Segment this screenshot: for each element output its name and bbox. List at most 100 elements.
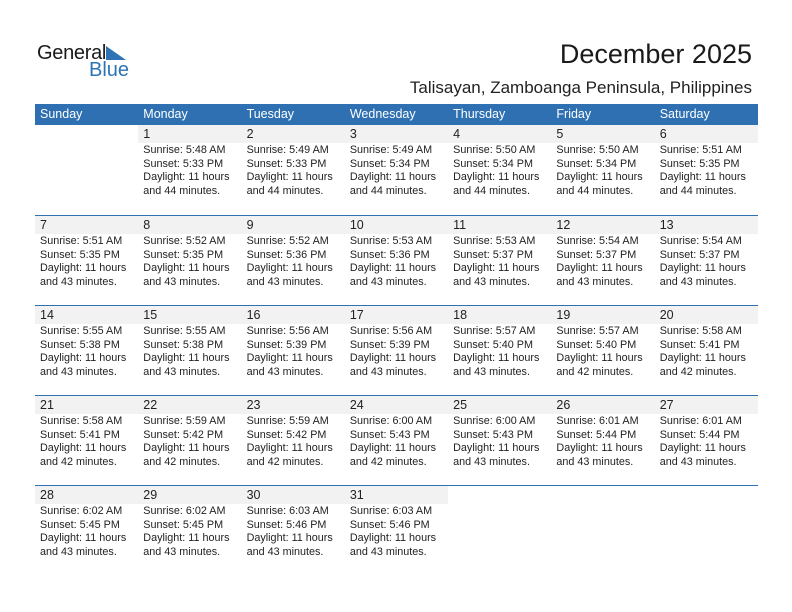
day-cell: 1 Sunrise: 5:48 AM Sunset: 5:33 PM Daylight… xyxy=(138,125,242,215)
sunrise-text: Sunrise: 5:59 AM xyxy=(246,415,329,427)
minutes-text: and 43 minutes. xyxy=(659,275,737,288)
day-info: Sunrise: 6:01 AM Sunset: 5:44 PM Daylight:… xyxy=(551,414,654,469)
day-info: Sunrise: 5:54 AM Sunset: 5:37 PM Daylight:… xyxy=(655,234,758,289)
day-number: 11 xyxy=(448,216,552,234)
sunrise-text: Sunrise: 5:55 AM xyxy=(40,325,123,337)
sunrise-text: Sunrise: 5:54 AM xyxy=(556,235,639,247)
sunset-text: Sunset: 5:46 PM xyxy=(246,518,327,531)
daylight-text: Daylight: 11 hours xyxy=(659,171,746,183)
empty-cell xyxy=(551,486,654,575)
daylight-text: Daylight: 11 hours xyxy=(349,442,437,454)
day-number: 30 xyxy=(241,486,345,504)
minutes-text: and 43 minutes. xyxy=(246,545,324,558)
sunrise-text: Sunrise: 6:03 AM xyxy=(246,505,329,517)
minutes-text: and 43 minutes. xyxy=(143,545,221,558)
day-info: Sunrise: 5:52 AM Sunset: 5:35 PM Daylight:… xyxy=(138,234,241,289)
day-number: 31 xyxy=(344,486,449,504)
logo-triangle-icon xyxy=(106,46,126,60)
weekday-thursday: Thursday xyxy=(453,107,506,121)
daylight-text: Daylight: 11 hours xyxy=(40,442,127,454)
minutes-text: and 43 minutes. xyxy=(246,275,324,288)
weekday-monday: Monday xyxy=(143,107,188,121)
day-info: Sunrise: 6:01 AM Sunset: 5:44 PM Daylight:… xyxy=(655,414,758,469)
sunrise-text: Sunrise: 5:59 AM xyxy=(143,415,226,427)
sunrise-text: Sunrise: 5:57 AM xyxy=(556,325,639,337)
daylight-text: Daylight: 11 hours xyxy=(453,352,540,364)
daylight-text: Daylight: 11 hours xyxy=(143,442,230,454)
minutes-text: and 42 minutes. xyxy=(246,455,324,468)
sunset-text: Sunset: 5:44 PM xyxy=(556,428,637,441)
day-info: Sunrise: 5:59 AM Sunset: 5:42 PM Daylight:… xyxy=(242,414,345,469)
sunset-text: Sunset: 5:37 PM xyxy=(659,248,740,261)
sunrise-text: Sunrise: 5:58 AM xyxy=(40,415,123,427)
day-cell: 15 Sunrise: 5:55 AM Sunset: 5:38 PM Dayligh… xyxy=(138,306,242,395)
empty-cell xyxy=(448,486,551,575)
day-cell: 23 Sunrise: 5:59 AM Sunset: 5:42 PM Dayligh… xyxy=(241,396,345,485)
daylight-text: Daylight: 11 hours xyxy=(143,532,230,544)
sunrise-text: Sunrise: 5:51 AM xyxy=(40,235,123,247)
minutes-text: and 42 minutes. xyxy=(349,455,427,468)
sunset-text: Sunset: 5:36 PM xyxy=(246,248,327,261)
day-number: 23 xyxy=(241,396,345,414)
day-info: Sunrise: 5:57 AM Sunset: 5:40 PM Daylight:… xyxy=(448,324,551,379)
sunrise-text: Sunrise: 5:50 AM xyxy=(556,144,639,156)
day-number: 5 xyxy=(551,125,655,143)
sunrise-text: Sunrise: 5:55 AM xyxy=(143,325,226,337)
week-row: 1 Sunrise: 5:48 AM Sunset: 5:33 PM Daylight… xyxy=(35,125,758,215)
day-cell: 13 Sunrise: 5:54 AM Sunset: 5:37 PM Dayligh… xyxy=(654,216,758,305)
day-info: Sunrise: 6:02 AM Sunset: 5:45 PM Daylight:… xyxy=(35,504,138,559)
daylight-text: Daylight: 11 hours xyxy=(40,262,127,274)
sunrise-text: Sunrise: 5:51 AM xyxy=(659,144,742,156)
daylight-text: Daylight: 11 hours xyxy=(246,262,333,274)
daylight-text: Daylight: 11 hours xyxy=(556,171,643,183)
day-cell: 17 Sunrise: 5:56 AM Sunset: 5:39 PM Dayligh… xyxy=(344,306,449,395)
daylight-text: Daylight: 11 hours xyxy=(349,352,437,364)
sunset-text: Sunset: 5:42 PM xyxy=(246,428,327,441)
minutes-text: and 43 minutes. xyxy=(453,275,530,288)
sunrise-text: Sunrise: 6:02 AM xyxy=(143,505,226,517)
day-number: 4 xyxy=(448,125,552,143)
weekday-wednesday: Wednesday xyxy=(349,107,416,121)
day-info: Sunrise: 5:51 AM Sunset: 5:35 PM Daylight:… xyxy=(655,143,758,198)
day-cell: 3 Sunrise: 5:49 AM Sunset: 5:34 PM Daylight… xyxy=(344,125,449,215)
sunset-text: Sunset: 5:46 PM xyxy=(349,518,430,531)
day-cell: 30 Sunrise: 6:03 AM Sunset: 5:46 PM Dayligh… xyxy=(241,486,345,575)
sunset-text: Sunset: 5:45 PM xyxy=(40,518,120,531)
day-number: 13 xyxy=(654,216,758,234)
sunset-text: Sunset: 5:38 PM xyxy=(40,338,120,351)
sunrise-text: Sunrise: 5:49 AM xyxy=(246,144,329,156)
daylight-text: Daylight: 11 hours xyxy=(349,532,437,544)
day-cell: 2 Sunrise: 5:49 AM Sunset: 5:33 PM Daylight… xyxy=(241,125,345,215)
minutes-text: and 42 minutes. xyxy=(659,365,737,378)
minutes-text: and 44 minutes. xyxy=(453,184,530,197)
sunrise-text: Sunrise: 6:00 AM xyxy=(453,415,536,427)
weekday-tuesday: Tuesday xyxy=(246,107,295,121)
day-cell: 5 Sunrise: 5:50 AM Sunset: 5:34 PM Daylight… xyxy=(551,125,655,215)
minutes-text: and 42 minutes. xyxy=(143,455,221,468)
day-cell: 14 Sunrise: 5:55 AM Sunset: 5:38 PM Dayligh… xyxy=(35,306,139,395)
logo-text-blue: Blue xyxy=(89,59,130,81)
day-info: Sunrise: 5:52 AM Sunset: 5:36 PM Daylight:… xyxy=(242,234,345,289)
sunset-text: Sunset: 5:40 PM xyxy=(556,338,637,351)
day-info: Sunrise: 6:00 AM Sunset: 5:43 PM Daylight:… xyxy=(448,414,551,469)
sunset-text: Sunset: 5:34 PM xyxy=(453,157,533,170)
day-cell: 7 Sunrise: 5:51 AM Sunset: 5:35 PM Daylight… xyxy=(35,216,139,305)
daylight-text: Daylight: 11 hours xyxy=(556,262,643,274)
empty-cell xyxy=(655,486,758,575)
day-number: 24 xyxy=(344,396,449,414)
daylight-text: Daylight: 11 hours xyxy=(143,352,230,364)
daylight-text: Daylight: 11 hours xyxy=(40,352,127,364)
sunset-text: Sunset: 5:43 PM xyxy=(453,428,533,441)
daylight-text: Daylight: 11 hours xyxy=(453,171,540,183)
daylight-text: Daylight: 11 hours xyxy=(453,442,540,454)
day-number: 20 xyxy=(654,306,758,324)
day-number: 8 xyxy=(138,216,242,234)
sunset-text: Sunset: 5:35 PM xyxy=(143,248,224,261)
day-info: Sunrise: 5:55 AM Sunset: 5:38 PM Daylight:… xyxy=(138,324,241,379)
minutes-text: and 44 minutes. xyxy=(556,184,634,197)
logo: General Blue xyxy=(37,42,132,82)
minutes-text: and 43 minutes. xyxy=(246,365,324,378)
day-number: 9 xyxy=(241,216,345,234)
daylight-text: Daylight: 11 hours xyxy=(246,171,333,183)
sunrise-text: Sunrise: 6:01 AM xyxy=(556,415,639,427)
